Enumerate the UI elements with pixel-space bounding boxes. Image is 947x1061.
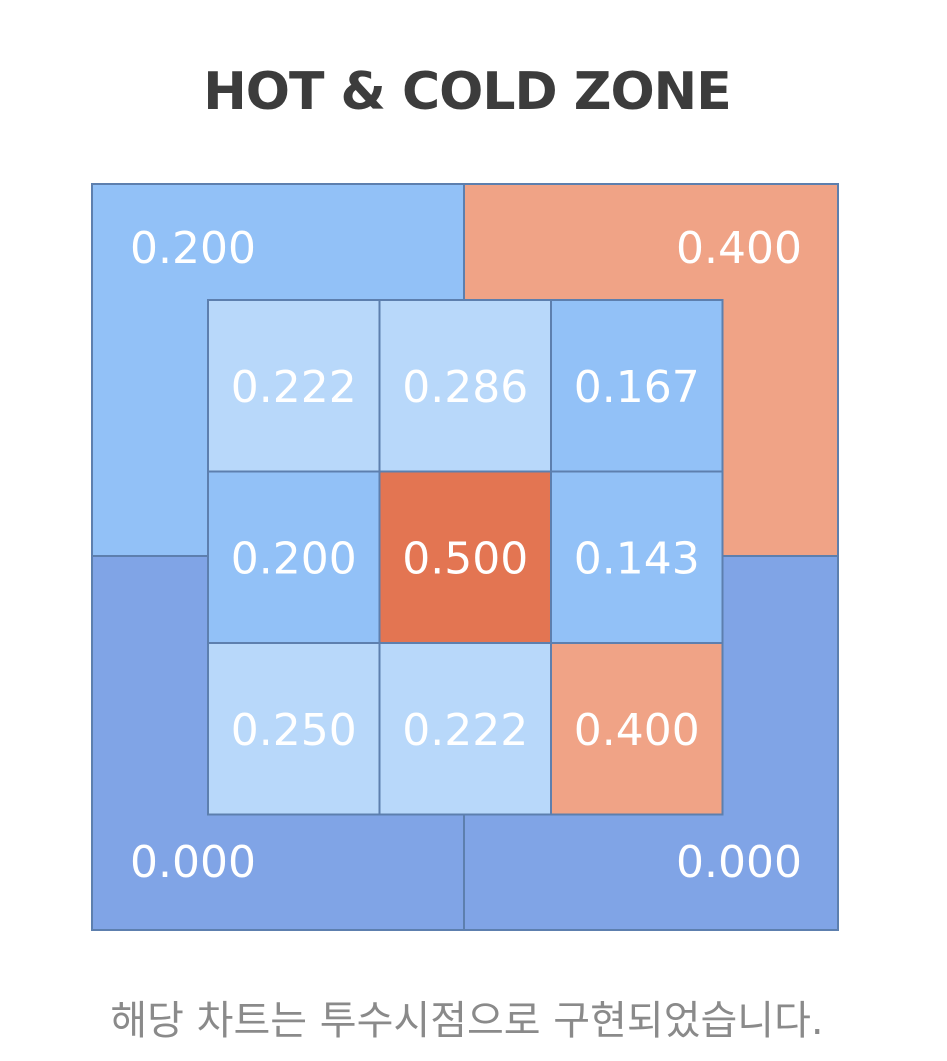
inner-zone-cell-r3c3-value: 0.400 (574, 705, 700, 756)
inner-zone-cell-r1c2-value: 0.286 (402, 362, 528, 413)
inner-zone-cell-r2c2 (378, 470, 552, 644)
outer-zone-bottom-right-value: 0.000 (676, 837, 802, 888)
inner-zone-cell-r2c1 (207, 470, 381, 644)
inner-zone-layer (207, 299, 724, 816)
zone-value-labels: 0.200 0.400 0.000 0.000 0.222 0.286 0.167 0.200… (130, 223, 802, 888)
inner-zone-cell-r2c3 (550, 470, 724, 644)
inner-zone-cell-r1c1-value: 0.222 (231, 362, 357, 413)
inner-zone-cell-r3c2-value: 0.222 (402, 705, 528, 756)
inner-zone-cell-r3c1 (207, 642, 381, 816)
outer-zone-bottom-left-value: 0.000 (130, 837, 256, 888)
inner-zone-cell-r1c3-value: 0.167 (574, 362, 700, 413)
inner-zone-cell-r2c3-value: 0.143 (574, 533, 700, 584)
inner-zone-cell-r2c1-value: 0.200 (231, 533, 357, 584)
pitcher-view-note: 해당 차트는 투수시점으로 구현되었습니다. (110, 998, 824, 1044)
outer-zone-top-right-value: 0.400 (676, 223, 802, 274)
inner-zone-cell-r3c3 (550, 642, 724, 816)
hot-cold-zone-chart: 0.200 0.400 0.000 0.000 0.222 0.286 0.167 0.200… (91, 183, 839, 931)
inner-zone-cell-r1c3 (550, 299, 724, 473)
inner-zone-cell-r3c1-value: 0.250 (231, 705, 357, 756)
chart-title: HOT & COLD ZONE (203, 62, 731, 122)
outer-zone-top-left-value: 0.200 (130, 223, 256, 274)
inner-zone-cell-r2c2-value: 0.500 (402, 533, 528, 584)
inner-zone-cell-r3c2 (378, 642, 552, 816)
